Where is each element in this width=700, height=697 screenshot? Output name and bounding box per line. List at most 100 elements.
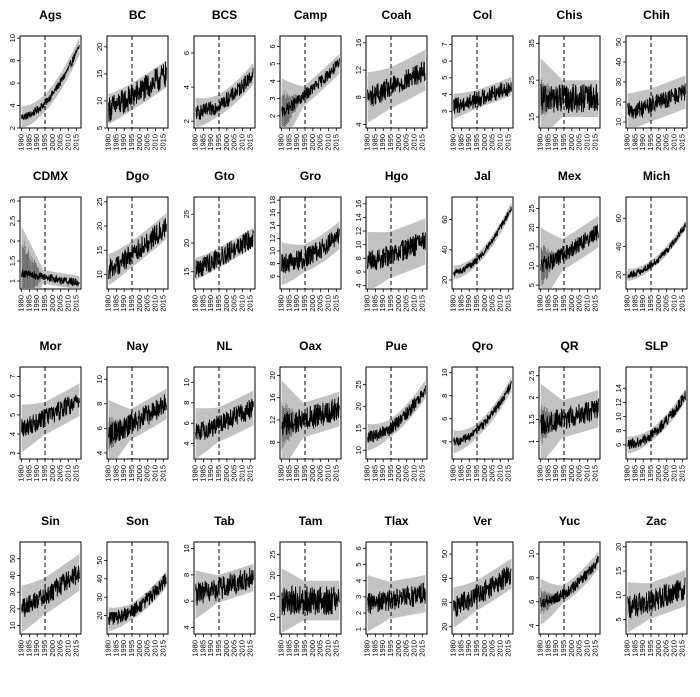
x-tick-label: 2005 <box>230 134 239 151</box>
x-tick-label: 1990 <box>551 134 560 151</box>
x-tick-label: 1980 <box>17 465 26 482</box>
y-tick-label: 4 <box>8 103 17 107</box>
x-tick-label: 1990 <box>551 640 560 657</box>
x-tick-label: 1995 <box>214 640 223 657</box>
main-series-line <box>453 566 512 617</box>
x-tick-label: 2000 <box>394 465 403 482</box>
x-tick-label: 1995 <box>386 134 395 151</box>
main-series-line <box>281 227 340 274</box>
x-tick-label: 1980 <box>623 465 632 482</box>
y-tick-label: 6 <box>182 51 191 55</box>
x-tick-label: 1985 <box>543 640 552 657</box>
x-tick-label: 1980 <box>191 134 200 151</box>
y-tick-label: 15 <box>354 424 363 432</box>
x-tick-label: 1980 <box>363 465 372 482</box>
panel-title: Ver <box>473 514 492 528</box>
y-tick-label: 30 <box>440 598 449 606</box>
y-tick-label: 20 <box>527 223 536 231</box>
x-tick-label: 2005 <box>575 640 584 657</box>
y-tick-label: 4 <box>440 92 449 96</box>
x-tick-label: 1985 <box>370 465 379 482</box>
x-tick-label: 1985 <box>198 134 207 151</box>
y-tick-label: 50 <box>8 555 17 563</box>
x-tick-label: 2010 <box>150 295 159 312</box>
x-tick-label: 2005 <box>402 640 411 657</box>
panel-title: Qro <box>471 339 494 353</box>
x-tick-label: 2000 <box>654 465 663 482</box>
x-tick-label: 2015 <box>590 640 599 657</box>
x-tick-label: 2005 <box>143 295 152 312</box>
early-estimate-series <box>21 596 44 614</box>
x-tick-label: 1980 <box>277 295 286 312</box>
x-tick-label: 2000 <box>654 295 663 312</box>
y-tick-label: 2.5 <box>8 216 17 226</box>
x-tick-label: 1985 <box>630 134 639 151</box>
y-tick-label: 6 <box>8 394 17 398</box>
x-tick-label: 2000 <box>567 134 576 151</box>
x-tick-label: 1990 <box>119 465 128 482</box>
x-tick-label: 2015 <box>71 465 80 482</box>
y-tick-label: 15 <box>268 592 277 600</box>
x-tick-label: 1980 <box>623 640 632 657</box>
x-tick-label: 2010 <box>582 465 591 482</box>
y-tick-label: 5 <box>527 283 536 287</box>
x-tick-label: 1995 <box>300 134 309 151</box>
y-tick-label: 1 <box>354 627 363 631</box>
main-series-line <box>195 567 254 606</box>
x-tick-label: 2000 <box>567 295 576 312</box>
main-series-line <box>281 584 340 616</box>
x-tick-label: 2000 <box>222 134 231 151</box>
y-tick-label: 10 <box>614 118 623 126</box>
panel-title: Nay <box>126 339 149 353</box>
main-series-line <box>367 385 426 443</box>
x-tick-label: 1995 <box>40 640 49 657</box>
main-series-line <box>108 61 167 122</box>
main-series-line <box>627 83 686 119</box>
panel-title: BCS <box>211 8 238 22</box>
y-tick-label: 35 <box>527 39 536 47</box>
plot-frame <box>279 541 342 635</box>
y-tick-label: 7 <box>440 42 449 46</box>
x-tick-label: 1985 <box>370 295 379 312</box>
x-tick-label: 2010 <box>669 134 678 151</box>
y-tick-label: 6 <box>182 599 191 603</box>
plot-frame <box>365 35 428 129</box>
x-tick-label: 2015 <box>417 465 426 482</box>
x-tick-label: 2015 <box>417 134 426 151</box>
x-tick-label: 1995 <box>472 295 481 312</box>
x-tick-label: 2010 <box>323 295 332 312</box>
x-tick-label: 1985 <box>630 465 639 482</box>
x-tick-label: 2015 <box>331 295 340 312</box>
x-tick-label: 1990 <box>32 465 41 482</box>
main-series-line <box>108 218 167 280</box>
y-tick-label: 8 <box>182 573 191 577</box>
x-tick-label: 1995 <box>559 465 568 482</box>
x-tick-label: 1990 <box>378 640 387 657</box>
x-tick-label: 1980 <box>536 465 545 482</box>
x-tick-label: 1980 <box>623 295 632 312</box>
y-tick-label: 18 <box>268 196 277 204</box>
plot-frame <box>106 366 169 460</box>
plot-frame <box>106 541 169 635</box>
x-tick-label: 1980 <box>449 640 458 657</box>
y-tick-label: 30 <box>8 588 17 596</box>
y-tick-label: 10 <box>527 262 536 270</box>
x-tick-label: 2015 <box>71 134 80 151</box>
panel-title: Gto <box>214 169 235 183</box>
y-tick-label: 16 <box>354 39 363 47</box>
x-tick-label: 1980 <box>191 640 200 657</box>
y-tick-label: 4 <box>182 442 191 446</box>
y-tick-label: 20 <box>268 371 277 379</box>
plot-frame <box>538 541 601 635</box>
plot-frame <box>451 196 514 290</box>
x-tick-label: 1990 <box>638 640 647 657</box>
x-tick-label: 2010 <box>409 640 418 657</box>
x-tick-label: 2010 <box>409 295 418 312</box>
y-tick-label: 3 <box>354 595 363 599</box>
